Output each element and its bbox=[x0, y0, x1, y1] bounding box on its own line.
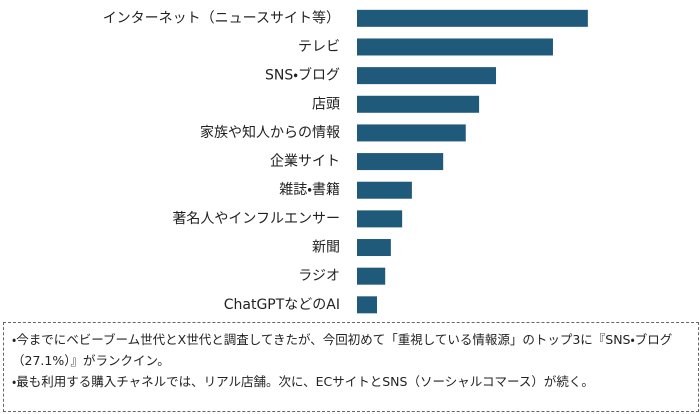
category-label: ChatGPTなどのAI bbox=[224, 297, 340, 313]
note-box: ・今までにベビーブーム世代とX世代と調査してきたが、今回初めて「重視している情報… bbox=[3, 322, 699, 412]
bar bbox=[357, 95, 480, 113]
bar bbox=[357, 267, 386, 285]
category-label: ラジオ bbox=[298, 268, 340, 284]
chart: インターネット（ニュースサイト等） テレビ SNS・ブログ店頭家族や知人からの情報企… bbox=[103, 9, 588, 314]
category-label: 著名人やインフルエンサー bbox=[172, 211, 340, 227]
note-line: ・最も利用する購入チャネルでは、リアル店舗。次に、ECサイトとSNS（ソーシャル… bbox=[12, 374, 594, 389]
bar bbox=[357, 9, 588, 27]
category-label: SNS・ブログ bbox=[265, 67, 340, 84]
bar bbox=[357, 239, 391, 257]
category-label: 店頭 bbox=[312, 96, 340, 112]
bar bbox=[357, 124, 466, 142]
category-label: インターネット（ニュースサイト等） bbox=[103, 9, 340, 26]
category-label: 雑誌・書籍 bbox=[279, 181, 340, 198]
note-line: ・今までにベビーブーム世代とX世代と調査してきたが、今回初めて「重視している情報… bbox=[12, 332, 673, 368]
bar bbox=[357, 38, 553, 56]
category-label: 新聞 bbox=[312, 240, 340, 256]
category-label: 企業サイト bbox=[270, 154, 340, 170]
bar bbox=[357, 296, 378, 314]
category-label: テレビ bbox=[298, 39, 340, 55]
category-label: 家族や知人からの情報 bbox=[200, 124, 340, 141]
bar bbox=[357, 210, 403, 228]
bar bbox=[357, 67, 497, 85]
bar bbox=[357, 153, 444, 171]
bar bbox=[357, 181, 412, 199]
